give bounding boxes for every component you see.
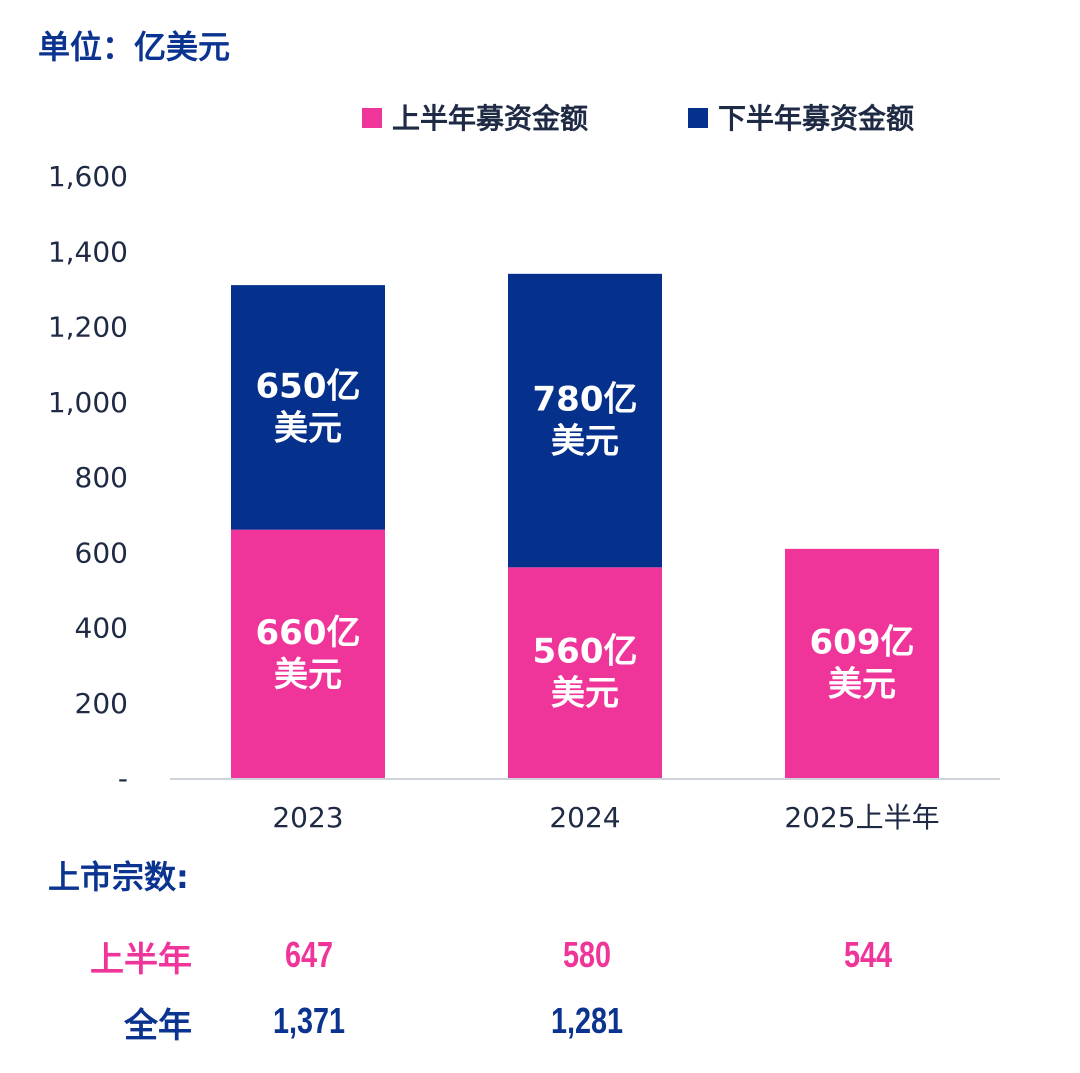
bar-h2-2024 [508, 273, 662, 568]
bar-data-label: 609亿 [810, 622, 915, 662]
listings-h1-2023: 647 [284, 934, 334, 975]
listings-title: 上市宗数: [48, 858, 189, 896]
y-tick-label: 800 [75, 461, 128, 494]
unit-label: 单位：亿美元 [38, 28, 231, 66]
bar-h2-2023 [231, 285, 385, 530]
bar-data-label: 美元 [551, 422, 619, 462]
listings-full-2024: 1,281 [550, 1000, 624, 1041]
x-tick-label: 2025上半年 [784, 801, 939, 834]
y-tick-label: 1,200 [48, 311, 128, 344]
y-tick-label: 1,000 [48, 386, 128, 419]
x-tick-label: 2023 [272, 801, 343, 834]
stacked-bar-chart: -2004006008001,0001,2001,4001,600660亿美元6… [48, 102, 1000, 834]
bar-h1-2024 [508, 567, 662, 778]
y-tick-label: 200 [75, 687, 128, 720]
bar-h1-2025上半年 [785, 548, 939, 778]
bar-data-label: 美元 [828, 664, 896, 704]
y-tick-label: 600 [75, 536, 128, 569]
legend-swatch-1 [688, 108, 708, 128]
y-tick-label: 1,400 [48, 235, 128, 268]
y-tick-label: 1,600 [48, 160, 128, 193]
legend-label: 下半年募资金额 [718, 102, 914, 135]
bar-data-label: 660亿 [256, 613, 361, 653]
bar-data-label: 美元 [274, 408, 342, 448]
bar-data-label: 美元 [274, 655, 342, 695]
listings-row-label-h1: 上半年 [90, 940, 192, 980]
listings-h1-2024: 580 [562, 934, 612, 975]
legend-swatch-0 [362, 108, 382, 128]
bar-h1-2023 [231, 529, 385, 778]
listings-row-label-full: 全年 [124, 1006, 192, 1046]
bar-data-label: 780亿 [533, 380, 638, 420]
y-tick-label: 400 [75, 612, 128, 645]
listings-h1-2025: 544 [843, 934, 893, 975]
legend-label: 上半年募资金额 [392, 102, 588, 135]
listings-full-2023: 1,371 [272, 1000, 346, 1041]
x-tick-label: 2024 [549, 801, 620, 834]
bar-data-label: 650亿 [256, 366, 361, 406]
bar-data-label: 560亿 [533, 632, 638, 672]
bar-data-label: 美元 [551, 674, 619, 714]
y-tick-label: - [118, 762, 128, 795]
